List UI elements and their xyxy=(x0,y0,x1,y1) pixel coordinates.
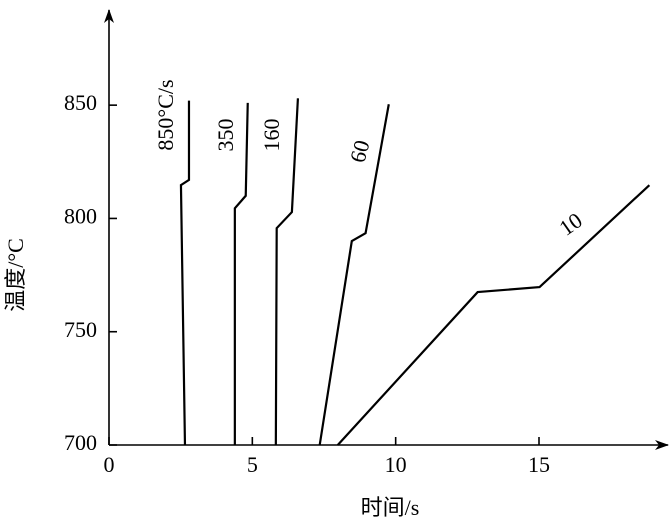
y-tick-label: 800 xyxy=(64,203,97,228)
data-line xyxy=(336,184,651,446)
y-tick-label: 700 xyxy=(64,430,97,455)
data-line xyxy=(274,98,300,446)
x-tick-label: 0 xyxy=(104,452,115,477)
data-line xyxy=(318,104,390,446)
y-axis-label: 温度/°C xyxy=(3,238,28,312)
x-tick-label: 5 xyxy=(247,452,258,477)
x-axis-label: 时间/s xyxy=(361,495,420,520)
series-label: 160 xyxy=(259,119,284,152)
x-tick-label: 10 xyxy=(385,452,407,477)
data-line xyxy=(233,102,249,445)
x-tick-label: 15 xyxy=(528,452,550,477)
y-tick-label: 850 xyxy=(64,90,97,115)
series-label: 10 xyxy=(554,207,586,240)
series-label: 850°C/s xyxy=(153,79,178,150)
series-label: 350 xyxy=(213,119,238,152)
data-line xyxy=(179,100,191,446)
series-label: 60 xyxy=(345,138,375,166)
y-tick-label: 750 xyxy=(64,317,97,342)
